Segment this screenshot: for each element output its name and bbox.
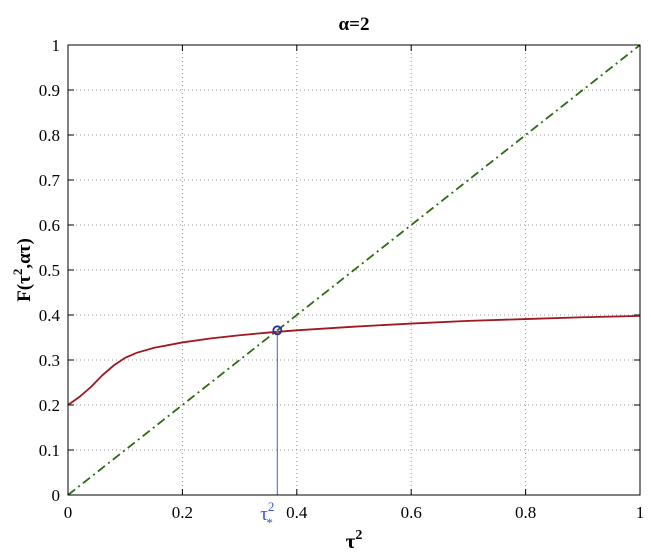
y-tick-label: 1 bbox=[52, 36, 61, 55]
y-tick-label: 0.7 bbox=[39, 171, 61, 190]
axes: 0 0.2 0.4 0.6 0.8 1 0 0.1 0.2 0.3 0.4 0.5 0.6 0.7 0.8 0… bbox=[39, 36, 645, 530]
y-tick-label: 0.9 bbox=[39, 81, 60, 100]
plot-frame bbox=[67, 44, 641, 496]
y-tick-label: 0.1 bbox=[39, 441, 60, 460]
x-tick-label: 0 bbox=[64, 503, 73, 522]
y-tick-label: 0.6 bbox=[39, 216, 60, 235]
series-line-identity bbox=[67, 44, 641, 496]
y-axis-label: F(τ2,ατ) bbox=[10, 238, 35, 302]
y-tick-label: 0.4 bbox=[39, 306, 61, 325]
y-tick-label: 0.2 bbox=[39, 396, 60, 415]
series-line-F bbox=[67, 315, 641, 406]
y-tick-label: 0.3 bbox=[39, 351, 60, 370]
x-tick-label: 0.6 bbox=[401, 503, 422, 522]
fixed-point-marker bbox=[272, 325, 283, 336]
plot-series bbox=[67, 44, 641, 496]
svg-text:F(τ2,ατ): F(τ2,ατ) bbox=[10, 238, 35, 302]
x-tick-label: 0.2 bbox=[172, 503, 193, 522]
x-tick-label: 1 bbox=[636, 503, 645, 522]
x-axis-label: τ2 bbox=[346, 528, 363, 553]
y-tick-label: 0.5 bbox=[39, 261, 60, 280]
svg-text:τ2: τ2 bbox=[346, 528, 363, 553]
x-tick-label: 0.8 bbox=[515, 503, 536, 522]
chart-title: α=2 bbox=[339, 14, 370, 35]
y-tick-label: 0 bbox=[52, 486, 61, 505]
y-tick-label: 0.8 bbox=[39, 126, 60, 145]
grid-lines bbox=[68, 45, 640, 495]
tau-star-annotation: τ2 * bbox=[260, 499, 274, 530]
x-tick-label: 0.4 bbox=[286, 503, 308, 522]
